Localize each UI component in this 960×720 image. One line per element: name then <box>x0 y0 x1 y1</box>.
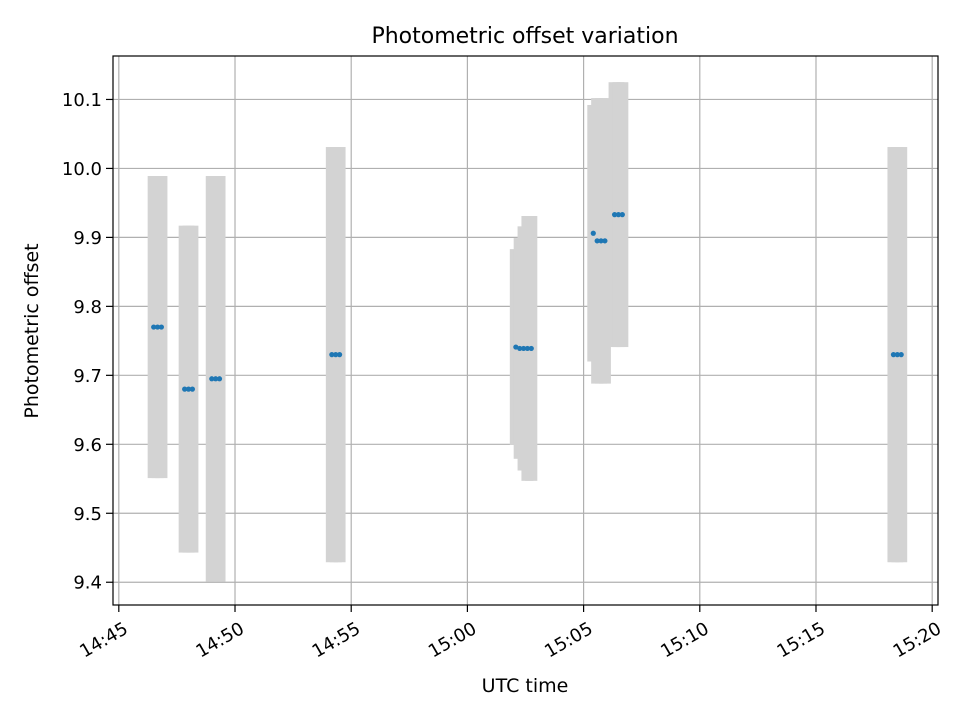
data-point <box>158 324 165 330</box>
data-point <box>154 324 161 330</box>
data-point <box>185 386 192 392</box>
data-point <box>520 345 527 352</box>
x-tick-label: 15:15 <box>773 618 828 662</box>
data-point <box>590 230 596 236</box>
data-point <box>898 352 904 358</box>
chart-title: Photometric offset variation <box>371 24 678 49</box>
data-point <box>151 324 157 330</box>
data-point <box>894 352 900 358</box>
x-tick-label: 15:00 <box>425 618 480 662</box>
data-point <box>611 212 618 218</box>
x-tick-label: 14:50 <box>192 618 247 662</box>
x-tick-label: 15:05 <box>541 618 596 662</box>
y-axis-label: Photometric offset <box>21 243 43 418</box>
data-point <box>602 238 608 244</box>
data-point <box>189 386 196 392</box>
y-tick-label: 9.9 <box>73 228 102 249</box>
data-point <box>209 376 215 382</box>
y-tick-label: 10.1 <box>62 90 102 111</box>
y-tick-label: 9.8 <box>73 297 102 318</box>
data-point <box>336 352 343 358</box>
data-point <box>615 212 622 218</box>
x-axis-label: UTC time <box>482 675 569 697</box>
data-point <box>598 238 604 244</box>
y-tick-label: 10.0 <box>62 159 102 180</box>
data-point <box>329 352 335 358</box>
data-point <box>333 352 339 358</box>
data-point <box>528 345 534 352</box>
data-points <box>151 212 904 392</box>
data-point <box>619 212 625 218</box>
x-tick-label: 14:45 <box>76 618 131 662</box>
plot-frame <box>112 55 939 606</box>
data-point <box>594 238 600 244</box>
data-point <box>524 345 531 352</box>
x-tick-label: 15:10 <box>657 618 712 662</box>
data-point <box>517 345 523 352</box>
y-tick-label: 9.4 <box>73 573 102 594</box>
data-point <box>890 352 897 358</box>
data-point <box>216 376 223 382</box>
y-tick-label: 9.7 <box>73 366 102 387</box>
data-point <box>213 376 219 382</box>
data-point <box>182 386 188 392</box>
error-bars <box>147 82 908 582</box>
y-tick-label: 9.5 <box>73 504 102 525</box>
x-tick-label: 15:20 <box>890 618 945 662</box>
x-tick-label: 14:55 <box>309 618 364 662</box>
y-tick-label: 9.6 <box>73 435 102 456</box>
